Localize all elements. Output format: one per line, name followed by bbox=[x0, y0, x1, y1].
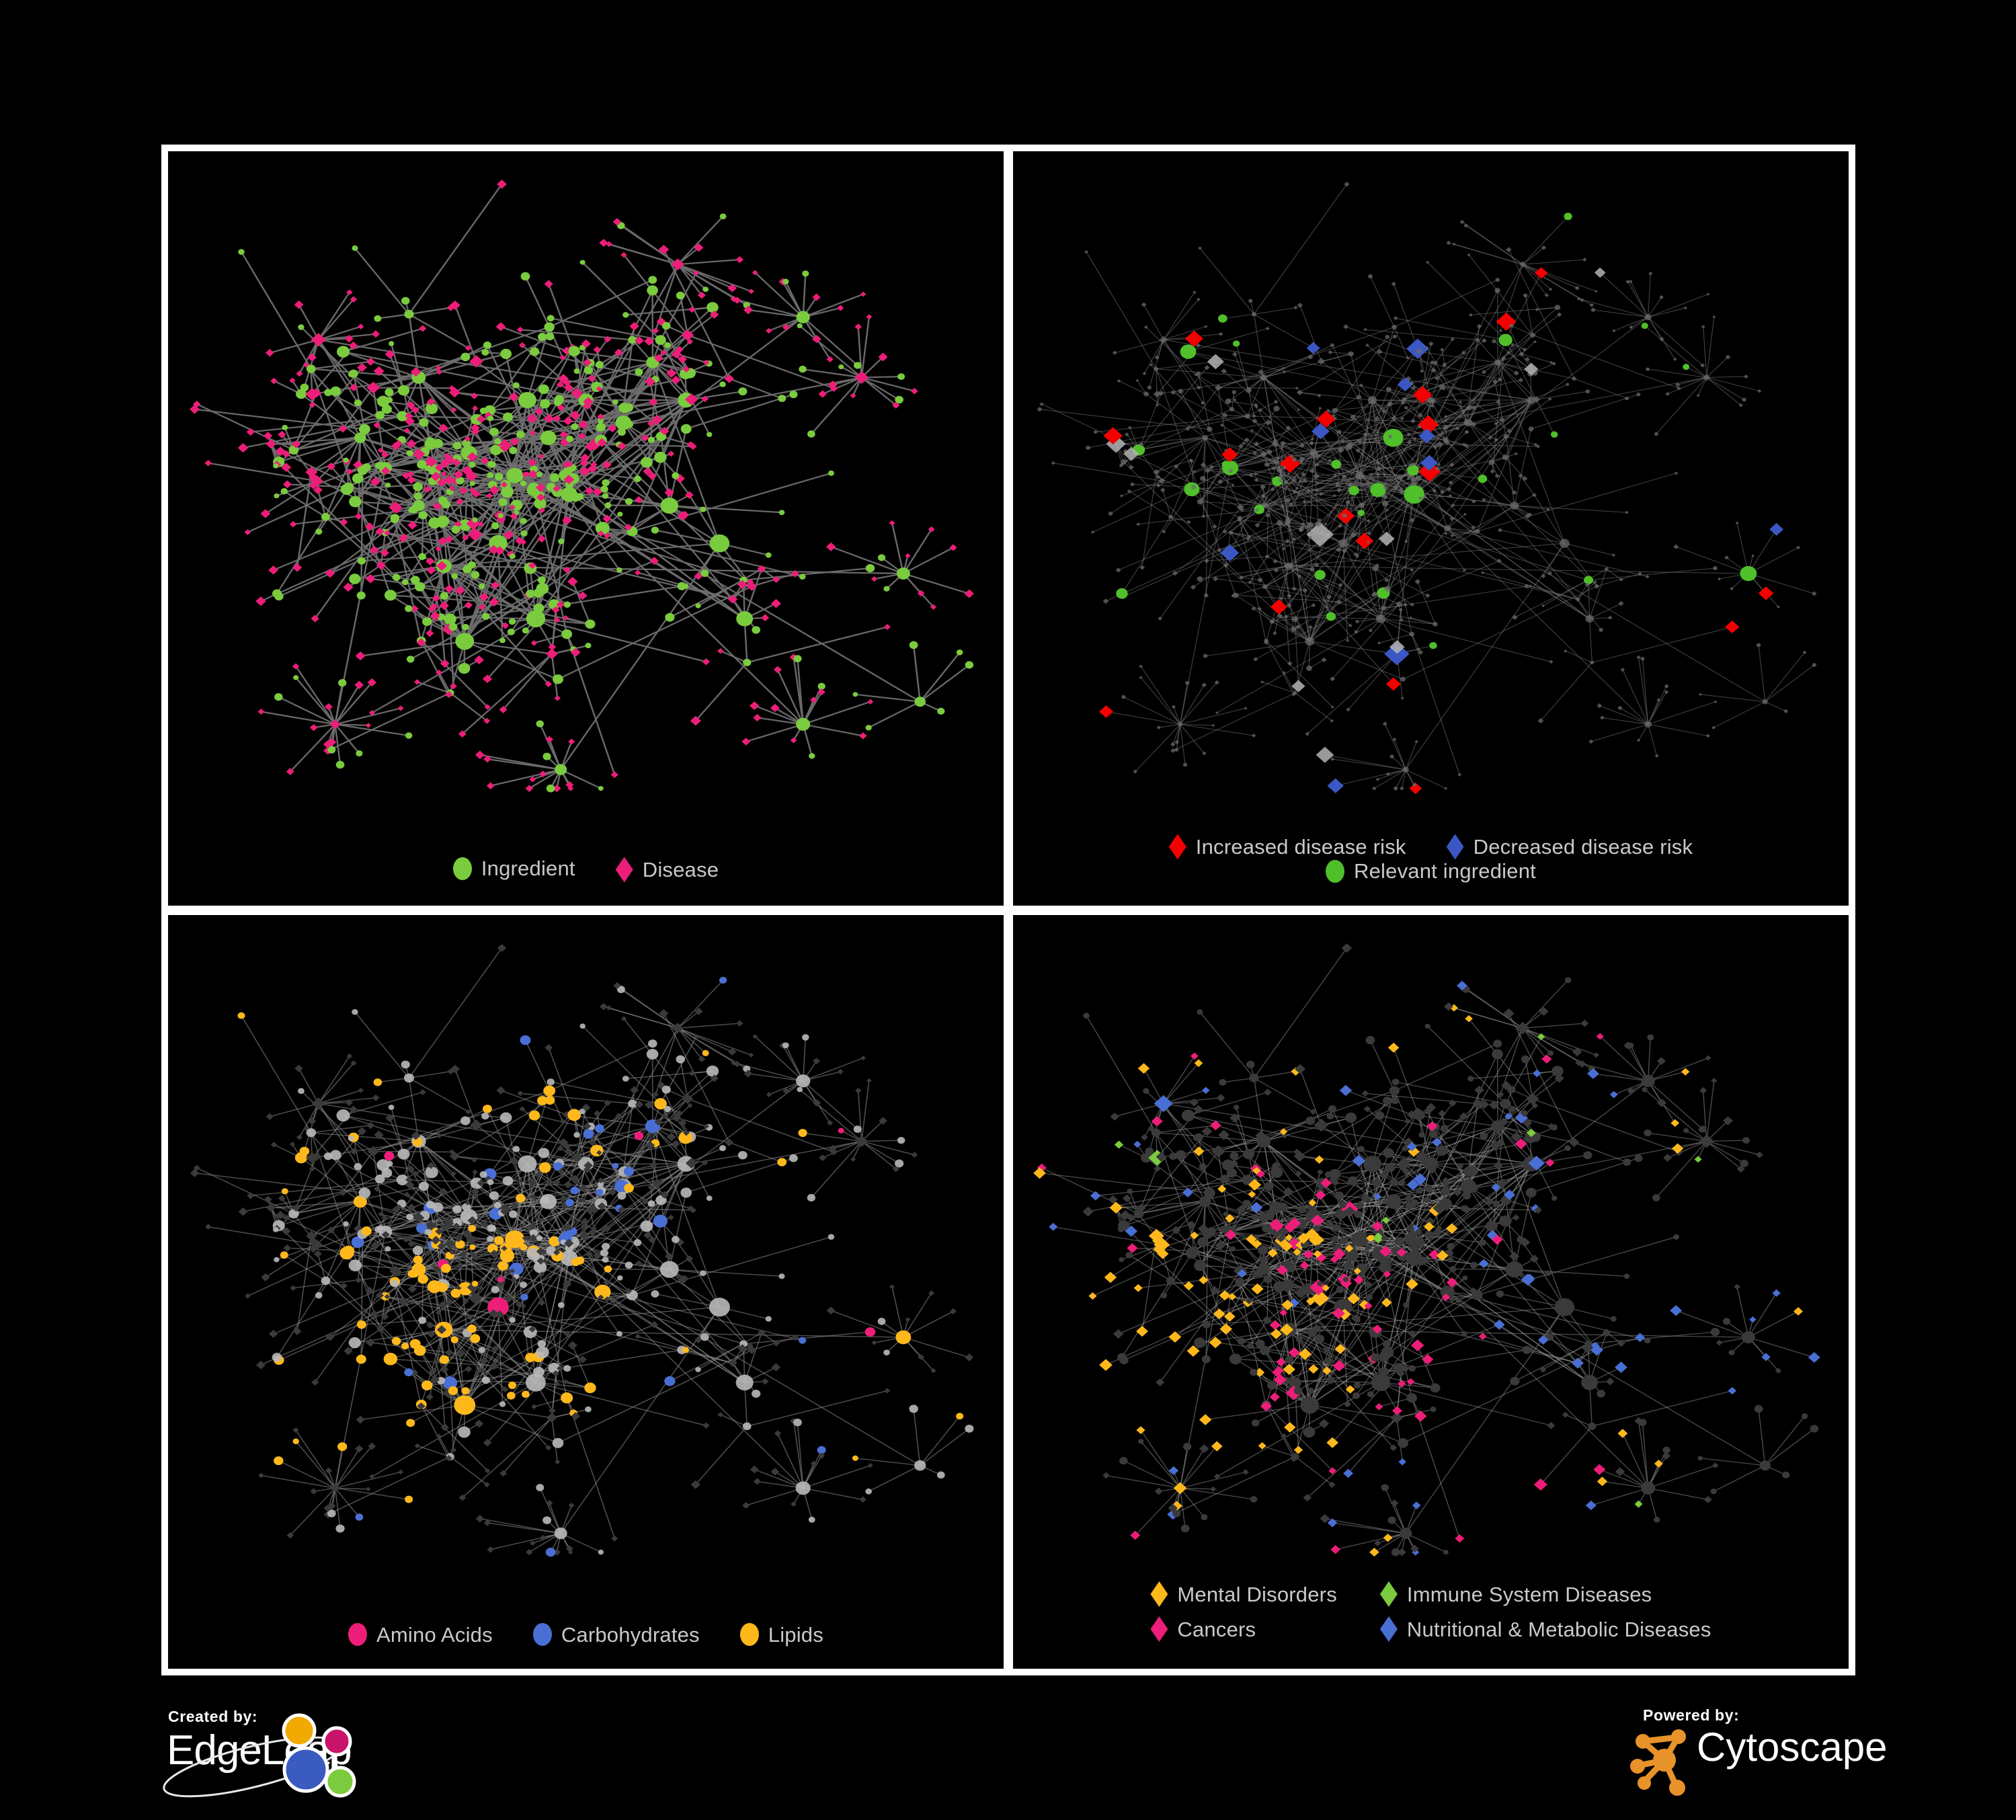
cytoscape-wordmark: Cytoscape bbox=[1697, 1725, 1888, 1770]
footer: Created by: EdgeLeap Powered by: Cytosca… bbox=[0, 1681, 2016, 1815]
cytoscape-network-icon bbox=[1630, 1729, 1686, 1796]
edgeleap-logo[interactable]: Created by: EdgeLeap bbox=[161, 1708, 444, 1802]
edgeleap-network-mark bbox=[163, 1713, 356, 1798]
cytoscape-logo[interactable]: Powered by: Cytoscape bbox=[1616, 1706, 1887, 1796]
panel-disease-risk[interactable]: Increased disease risk Decreased disease… bbox=[1013, 151, 1849, 906]
panel-ingredient-class[interactable]: Amino Acids Carbohydrates Lipids bbox=[168, 914, 1004, 1669]
network-canvas-disease-class[interactable] bbox=[1013, 915, 1849, 1669]
four-panel-figure-frame: Ingredient Disease Increased disease ris… bbox=[161, 145, 1855, 1675]
created-by-label: Created by: bbox=[168, 1708, 258, 1725]
panel-disease-class[interactable]: Mental Disorders Immune System Diseases … bbox=[1013, 914, 1849, 1669]
network-canvas-disease-risk[interactable] bbox=[1013, 151, 1849, 906]
panel-ingredient-disease[interactable]: Ingredient Disease bbox=[168, 151, 1004, 906]
network-canvas-ingredient-disease[interactable] bbox=[168, 151, 1004, 906]
network-canvas-ingredient-class[interactable] bbox=[168, 915, 1004, 1669]
powered-by-label: Powered by: bbox=[1643, 1706, 1740, 1724]
